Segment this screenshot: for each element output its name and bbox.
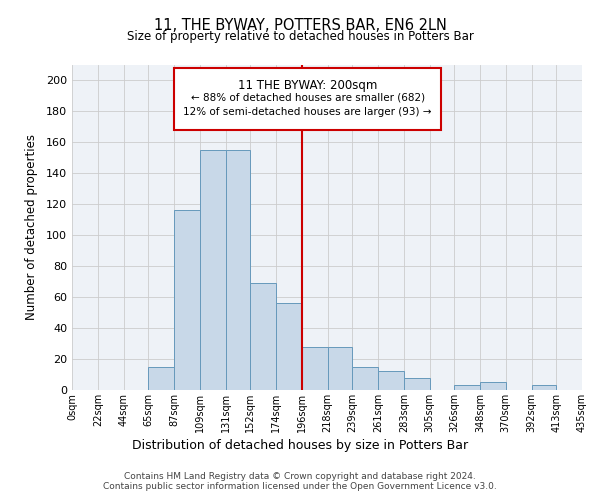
Bar	[378, 372, 404, 390]
Bar	[250, 283, 276, 390]
Text: 11 THE BYWAY: 200sqm: 11 THE BYWAY: 200sqm	[238, 79, 377, 92]
Bar	[532, 386, 556, 390]
Text: 12% of semi-detached houses are larger (93) →: 12% of semi-detached houses are larger (…	[184, 107, 432, 117]
Bar	[352, 367, 378, 390]
Bar	[276, 304, 302, 390]
Bar	[480, 382, 506, 390]
Bar	[582, 386, 600, 390]
Text: Contains public sector information licensed under the Open Government Licence v3: Contains public sector information licen…	[103, 482, 497, 491]
Text: Size of property relative to detached houses in Potters Bar: Size of property relative to detached ho…	[127, 30, 473, 43]
Text: 11, THE BYWAY, POTTERS BAR, EN6 2LN: 11, THE BYWAY, POTTERS BAR, EN6 2LN	[154, 18, 446, 32]
Y-axis label: Number of detached properties: Number of detached properties	[25, 134, 38, 320]
Text: Contains HM Land Registry data © Crown copyright and database right 2024.: Contains HM Land Registry data © Crown c…	[124, 472, 476, 481]
FancyBboxPatch shape	[174, 68, 442, 130]
Bar	[302, 346, 328, 390]
Bar	[454, 386, 480, 390]
Bar	[200, 150, 226, 390]
Bar	[174, 210, 200, 390]
Bar	[328, 346, 352, 390]
Text: ← 88% of detached houses are smaller (682): ← 88% of detached houses are smaller (68…	[191, 93, 425, 103]
Bar	[226, 150, 250, 390]
Text: Distribution of detached houses by size in Potters Bar: Distribution of detached houses by size …	[132, 440, 468, 452]
Bar	[404, 378, 430, 390]
Bar	[148, 367, 174, 390]
